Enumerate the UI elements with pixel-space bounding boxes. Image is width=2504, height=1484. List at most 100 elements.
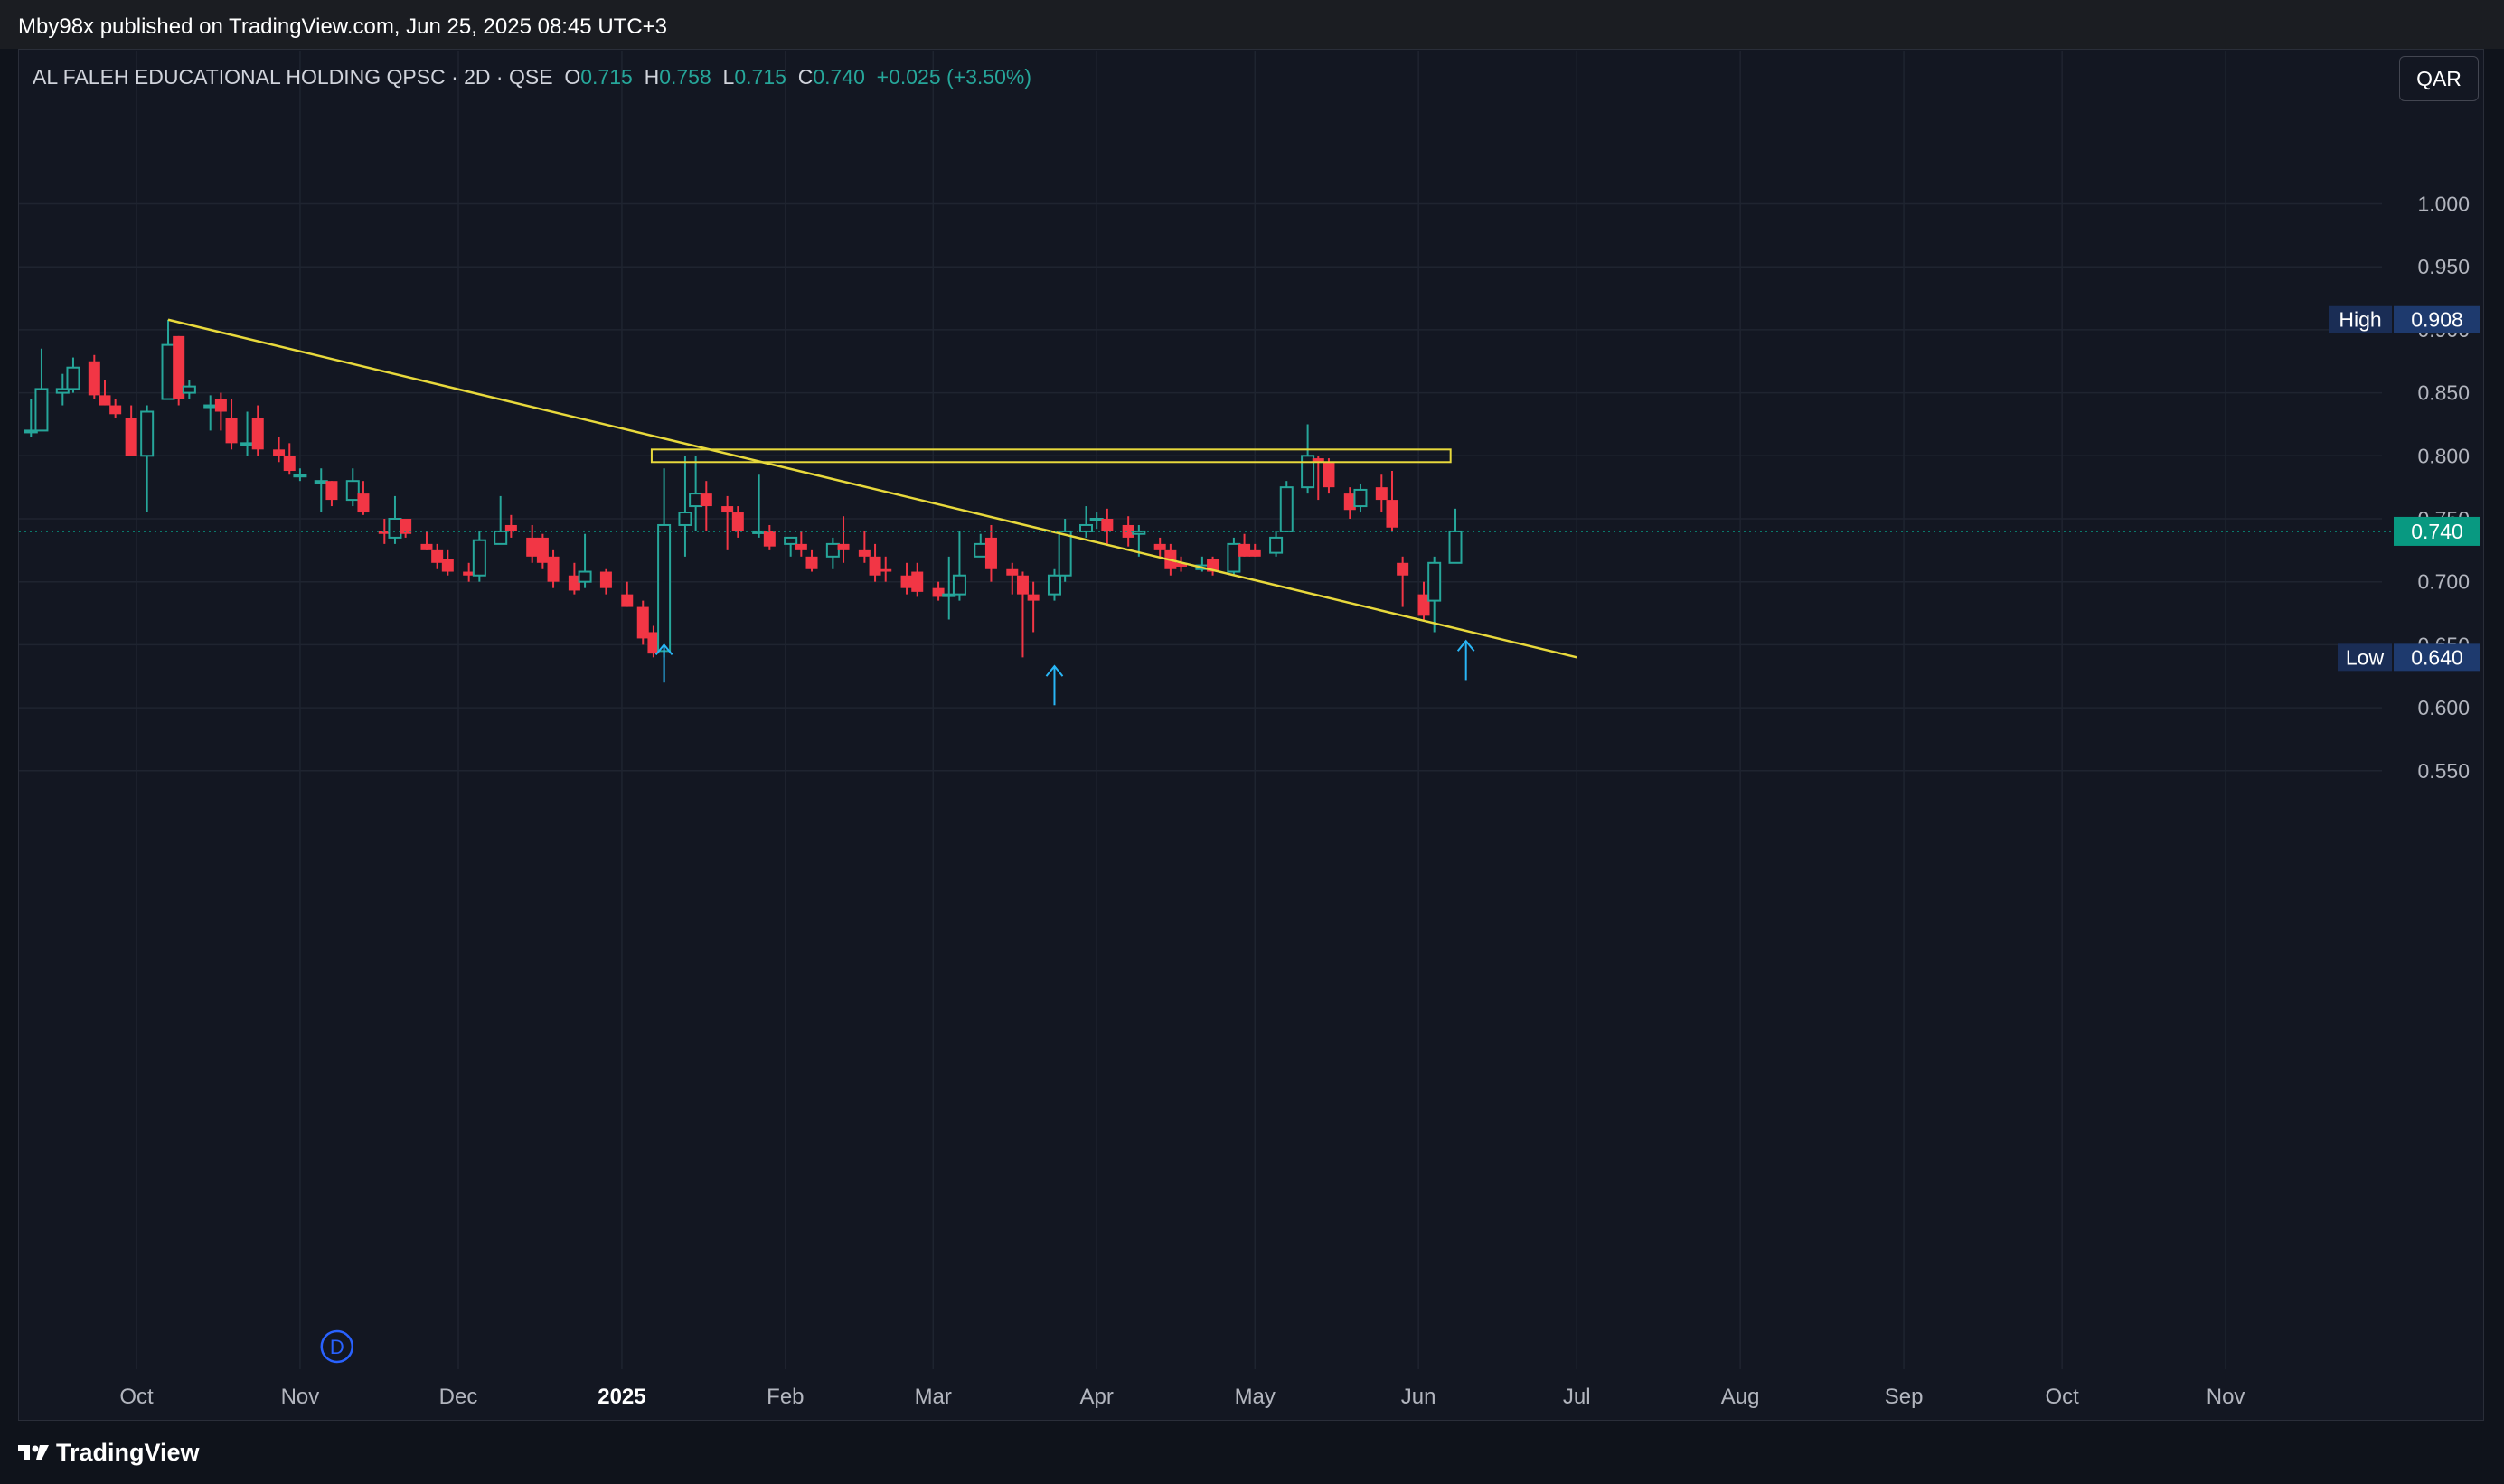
candle-body [1427, 561, 1442, 602]
candle-body [463, 571, 475, 576]
up-arrow-head [1456, 639, 1475, 652]
candle-body [88, 361, 100, 396]
candle-body [1122, 524, 1134, 538]
low-label: L [722, 65, 735, 89]
candle-body [536, 537, 549, 563]
candle-body [1279, 486, 1294, 532]
candle-body [1248, 549, 1261, 557]
high-value-badge [2394, 305, 2480, 333]
y-tick-label: 0.850 [2417, 381, 2470, 405]
candle-body [1238, 543, 1251, 557]
candle-body [1301, 455, 1315, 489]
candle-body [378, 531, 391, 534]
candle-body [825, 542, 840, 558]
candle-body [647, 632, 660, 654]
candle-body [1089, 518, 1104, 521]
candle-body [1227, 542, 1241, 573]
symbol-legend[interactable]: AL FALEH EDUCATIONAL HOLDING QPSC · 2D ·… [33, 65, 1031, 89]
candle-body [66, 366, 80, 390]
candle-body [325, 481, 338, 501]
y-tick-label: 0.600 [2417, 696, 2470, 719]
currency-button[interactable]: QAR [2399, 56, 2479, 101]
candle-body [345, 480, 360, 502]
x-tick-label: Apr [1079, 1385, 1113, 1409]
candle-body [795, 543, 807, 550]
candle-body [932, 587, 945, 597]
candle-body [568, 575, 580, 591]
candle-body [314, 480, 328, 484]
x-tick-label: Jun [1401, 1385, 1436, 1409]
candle-body [1375, 487, 1388, 501]
candle-body [109, 405, 122, 415]
x-tick-label: May [1235, 1385, 1276, 1409]
candle-body [125, 418, 137, 456]
candle-body [621, 594, 634, 607]
brand-name: TradingView [56, 1438, 200, 1466]
candle-body [283, 456, 296, 472]
low-marker-tag [2338, 643, 2392, 672]
candle-body [1132, 530, 1146, 535]
candle-body [203, 404, 218, 409]
candle-body [504, 524, 517, 531]
candle-body [952, 574, 966, 596]
footer-brand[interactable]: TradingView [18, 1437, 200, 1468]
x-tick-label: Aug [1721, 1385, 1760, 1409]
candle-body [214, 399, 227, 412]
chart-frame[interactable] [18, 49, 2484, 1421]
candle-body [636, 606, 649, 639]
tradingview-logo-icon [18, 1445, 49, 1460]
candle-body [182, 385, 196, 394]
candle-body [1027, 594, 1040, 601]
x-tick-label: Dec [439, 1385, 478, 1409]
candle-body [578, 570, 592, 583]
publish-info: Mby98x published on TradingView.com, Jun… [18, 14, 668, 39]
high-label: H [644, 65, 660, 89]
high-value: 0.758 [659, 65, 711, 89]
candle-body [526, 537, 539, 557]
dividend-event-label: D [330, 1336, 344, 1358]
candle-body [837, 543, 850, 550]
candle-body [721, 506, 734, 513]
x-tick-label: Nov [281, 1385, 320, 1409]
candle-body [240, 442, 255, 446]
close-label: C [797, 65, 814, 89]
y-tick-label: 0.550 [2417, 759, 2470, 783]
x-tick-label: Oct [2045, 1385, 2079, 1409]
low-value: 0.715 [734, 65, 786, 89]
candle-body [731, 512, 744, 531]
candle-body [1312, 458, 1324, 463]
top-bar: Mby98x published on TradingView.com, Jun… [0, 0, 2504, 49]
symbol-name: AL FALEH EDUCATIONAL HOLDING QPSC · 2D ·… [33, 65, 553, 89]
candle-body [858, 549, 871, 557]
high-value-label: 0.908 [2411, 308, 2463, 332]
candle-body [657, 523, 672, 653]
candle-body [161, 343, 175, 400]
candle-body [700, 493, 712, 507]
candle-body [24, 429, 38, 434]
candle-body [273, 449, 286, 456]
candle-body [472, 539, 486, 577]
resistance-zone [650, 448, 1452, 464]
candle-body [1101, 519, 1114, 531]
x-tick-label: Nov [2207, 1385, 2245, 1409]
y-tick-label: 0.700 [2417, 570, 2470, 594]
candle-body [225, 418, 238, 444]
x-tick-label: Jul [1563, 1385, 1591, 1409]
candle-body [1058, 530, 1072, 577]
candle-body [400, 519, 412, 534]
candle-body [880, 568, 892, 572]
candle-body [1175, 562, 1188, 567]
candle-body [173, 335, 185, 399]
candle-body [1353, 488, 1368, 508]
candle-body [55, 388, 70, 394]
candle-body [1386, 500, 1398, 528]
y-tick-label: 0.800 [2417, 444, 2470, 467]
candle-body [420, 543, 433, 550]
last-price-label: 0.740 [2411, 520, 2463, 543]
candle-body [1269, 536, 1284, 554]
candle-body [1047, 574, 1061, 596]
candle-body [689, 493, 703, 508]
dividend-event-icon [320, 1329, 354, 1364]
candle-body [494, 530, 508, 545]
